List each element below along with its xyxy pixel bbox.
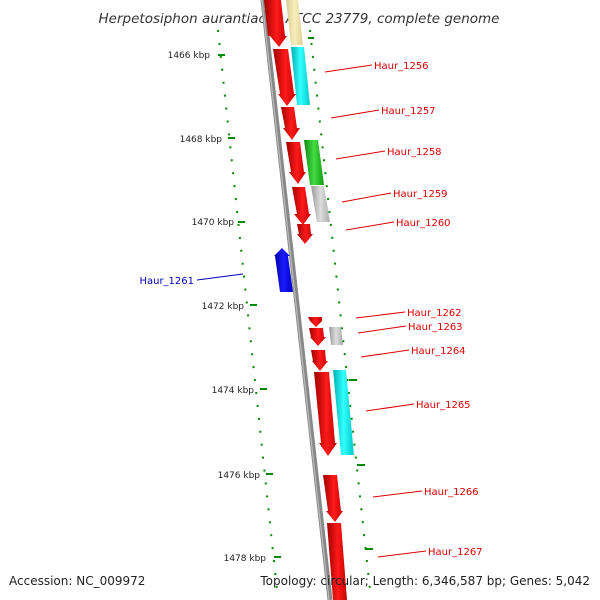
genome-backbone: [260, 0, 333, 600]
kbp-tick-1474: 1474 kbp: [212, 386, 267, 396]
svg-text:1466 kbp: 1466 kbp: [168, 51, 211, 61]
inner-dotted-track: [217, 29, 278, 591]
leader-line-1262: [355, 311, 406, 319]
leader-line-1263: [357, 325, 407, 334]
gene-arrow-1262[interactable]: [308, 317, 322, 327]
kbp-tick-1470: 1470 kbp: [192, 218, 245, 228]
gene-arrow-1265[interactable]: [314, 372, 337, 456]
kbp-tick-1472: 1472 kbp: [202, 302, 257, 312]
gene-arrow-1267[interactable]: [327, 523, 347, 600]
gene-arrow-1261[interactable]: [274, 248, 293, 292]
leader-line-1265: [365, 403, 415, 412]
gene-arrow-1256[interactable]: [273, 49, 296, 106]
gene-label-1262[interactable]: Haur_1262: [407, 308, 462, 319]
leader-line-1258: [335, 150, 386, 160]
gene-label-1263[interactable]: Haur_1263: [408, 322, 463, 333]
cog-box-cyan: [291, 47, 310, 105]
kbp-tick-1478: 1478 kbp: [224, 554, 281, 564]
cog-box-green: [304, 140, 324, 185]
genome-summary: Topology: circular; Length: 6,346,587 bp…: [260, 574, 590, 588]
leader-line-1260: [345, 221, 395, 231]
gene-label-1256[interactable]: Haur_1256: [374, 61, 429, 72]
gene-arrow-1266[interactable]: [323, 475, 343, 522]
leader-line-1261: [196, 273, 244, 281]
gene-label-1259[interactable]: Haur_1259: [393, 189, 448, 200]
outer-dotted-track: [309, 29, 371, 591]
accession-label: Accession: NC_009972: [9, 574, 146, 588]
cog-box-khaki: [286, 0, 303, 45]
gene-arrow-1260[interactable]: [297, 224, 313, 244]
leader-line-1264: [360, 349, 410, 358]
svg-text:1476 kbp: 1476 kbp: [218, 471, 261, 481]
gene-arrow-1255[interactable]: [264, 0, 287, 47]
leader-line-1257: [330, 109, 380, 119]
gene-arrow-1264[interactable]: [311, 350, 328, 371]
svg-text:1472 kbp: 1472 kbp: [202, 302, 245, 312]
gene-arrow-1257[interactable]: [281, 107, 300, 140]
leader-line-1267: [377, 550, 427, 558]
leader-line-1259: [341, 192, 392, 203]
svg-text:1470 kbp: 1470 kbp: [192, 218, 235, 228]
kbp-tick-1476: 1476 kbp: [218, 471, 273, 481]
svg-text:1468 kbp: 1468 kbp: [180, 135, 223, 145]
gene-label-1264[interactable]: Haur_1264: [411, 346, 466, 357]
genome-backbone-highlight: [261, 0, 330, 600]
gene-label-1260[interactable]: Haur_1260: [396, 218, 451, 229]
gene-arrow-1258[interactable]: [286, 142, 306, 184]
gene-label-1257[interactable]: Haur_1257: [381, 106, 436, 117]
svg-text:1478 kbp: 1478 kbp: [224, 554, 267, 564]
gene-label-1258[interactable]: Haur_1258: [387, 147, 442, 158]
cog-box-gray: [329, 327, 343, 345]
gene-arrow-1263[interactable]: [309, 328, 326, 346]
gene-label-1265[interactable]: Haur_1265: [416, 400, 471, 411]
gene-label-1261[interactable]: Haur_1261: [139, 276, 194, 287]
kbp-tick-1468: 1468 kbp: [180, 135, 235, 145]
svg-text:1474 kbp: 1474 kbp: [212, 386, 255, 396]
leader-line-1266: [372, 490, 423, 498]
leader-line-1256: [324, 64, 373, 73]
kbp-tick-1466: 1466 kbp: [168, 51, 225, 61]
gene-arrow-1259[interactable]: [292, 187, 311, 225]
cog-box-cyan: [333, 370, 354, 455]
cog-box-gray: [311, 186, 330, 222]
gene-label-1267[interactable]: Haur_1267: [428, 547, 483, 558]
gene-label-1266[interactable]: Haur_1266: [424, 487, 479, 498]
